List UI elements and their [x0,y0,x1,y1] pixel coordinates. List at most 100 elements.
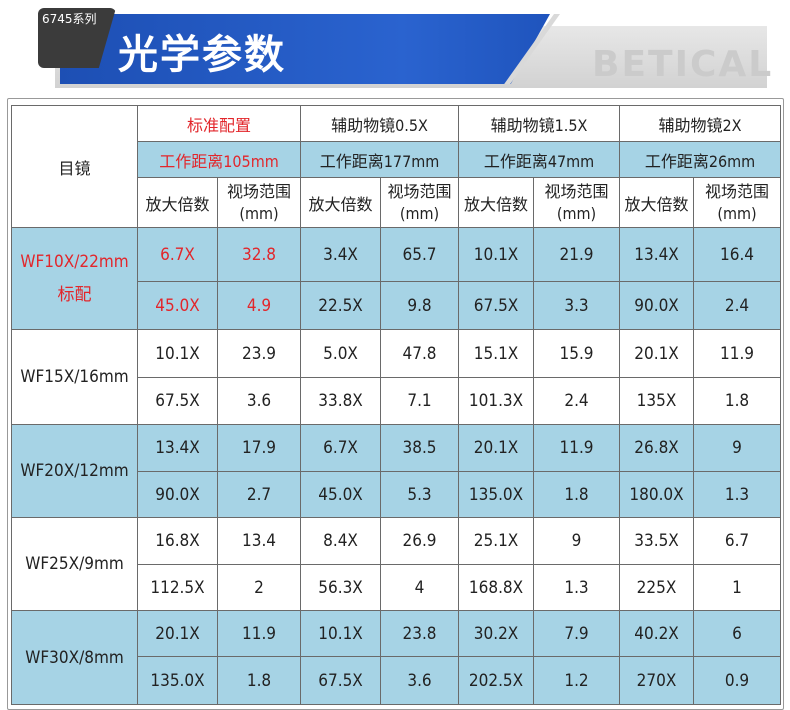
magnification-cell: 45.0X [137,281,218,330]
fov-cell: 3.6 [216,377,302,425]
working-distance: 工作距离105mm [136,141,302,178]
magnification-cell: 25.1X [458,517,535,565]
fov-cell: 2.7 [216,471,302,518]
fov-cell: 9.8 [380,281,460,330]
magnification-cell: 101.3X [458,377,535,425]
magnification-cell: 56.3X [300,564,382,611]
magnification-cell: 33.8X [300,377,382,425]
fov-cell: 1.3 [693,471,782,518]
fov-cell: 4.9 [216,281,302,330]
magnification-cell: 90.0X [619,281,695,330]
magnification-cell: 67.5X [137,377,218,425]
table-body: WF10X/22mm 标配 6.7X 32.8 3.4X 65.7 10.1X 21.9 13.… [11,227,782,705]
fov-cell: 9 [693,424,782,472]
config-name: 辅助物镜2X [619,105,782,142]
fov-cell: 16.4 [693,227,782,282]
eyepiece-note: 标配 [57,285,92,305]
fov-cell: 6 [693,610,782,657]
magnification-cell: 135X [619,377,695,425]
fov-cell: 11.9 [533,424,621,472]
working-distance: 工作距离47mm [458,141,621,178]
table-row: WF30X/8mm 20.1X 11.9 10.1X 23.8 30.2X 7.9 40.2X… [11,610,782,705]
fov-cell: 47.8 [380,329,460,378]
config-name: 辅助物镜0.5X [300,105,460,142]
brand-watermark: BETICAL [592,44,774,85]
config-name: 标准配置 [136,105,302,142]
fov-cell: 1.8 [693,377,782,425]
magnification-header: 放大倍数 [458,177,535,228]
config-name: 辅助物镜1.5X [458,105,621,142]
fov-cell: 23.9 [216,329,302,378]
magnification-cell: 10.1X [300,610,382,657]
fov-header: 视场范围 (mm) [216,177,302,228]
magnification-cell: 202.5X [458,656,535,705]
page-title: 光学参数 [118,32,286,78]
table-row: 135.0X 1.8 67.5X 3.6 202.5X 1.2 270X 0.9 [12,656,782,705]
series-label: 6745系列 [42,12,97,26]
fov-cell: 5.3 [380,471,460,518]
magnification-cell: 40.2X [619,610,695,657]
fov-cell: 21.9 [533,227,621,282]
optics-table-frame: 目镜 标准配置 辅助物镜0.5X 辅助物镜1.5X 辅助物镜2X 工作距离105… [7,98,784,710]
fov-cell: 2.4 [533,377,621,425]
magnification-cell: 270X [619,656,695,705]
working-distance: 工作距离177mm [300,141,460,178]
magnification-cell: 22.5X [300,281,382,330]
magnification-cell: 20.1X [458,424,535,472]
eyepiece-model: WF25X/9mm [25,554,124,574]
magnification-cell: 8.4X [300,517,382,565]
fov-cell: 26.9 [380,517,460,565]
eyepiece-model: WF15X/16mm [20,367,129,387]
magnification-cell: 135.0X [458,471,535,518]
fov-cell: 1.3 [533,564,621,611]
fov-cell: 38.5 [380,424,460,472]
fov-header: 视场范围 (mm) [533,177,621,228]
eyepiece-cell: WF10X/22mm 标配 [11,227,138,330]
fov-cell: 15.9 [533,329,621,378]
magnification-cell: 3.4X [300,227,382,282]
fov-cell: 4 [380,564,460,611]
magnification-cell: 67.5X [300,656,382,705]
fov-cell: 17.9 [216,424,302,472]
magnification-cell: 168.8X [458,564,535,611]
magnification-cell: 13.4X [619,227,695,282]
table-row: WF10X/22mm 标配 6.7X 32.8 3.4X 65.7 10.1X 21.9 13.… [11,227,782,330]
magnification-cell: 16.8X [137,517,218,565]
table-row: WF25X/9mm 16.8X 13.4 8.4X 26.9 25.1X 9 33.5X 6.7 [11,517,782,611]
fov-cell: 11.9 [693,329,782,378]
fov-cell: 1.8 [216,656,302,705]
magnification-header: 放大倍数 [619,177,695,228]
eyepiece-model: WF10X/22mm [20,252,129,272]
magnification-cell: 67.5X [458,281,535,330]
fov-cell: 65.7 [380,227,460,282]
magnification-cell: 5.0X [300,329,382,378]
fov-cell: 1.2 [533,656,621,705]
fov-cell: 7.9 [533,610,621,657]
fov-cell: 2 [216,564,302,611]
eyepiece-cell: WF30X/8mm [11,610,138,705]
magnification-cell: 20.1X [619,329,695,378]
magnification-cell: 20.1X [137,610,218,657]
eyepiece-model: WF30X/8mm [25,647,124,668]
working-distance: 工作距离26mm [619,141,782,178]
table-row: 90.0X 2.7 45.0X 5.3 135.0X 1.8 180.0X 1.3 [12,471,782,518]
subheader-row: 放大倍数 视场范围 (mm) 放大倍数 视场范围 (mm) 放大倍数 视场范围 (mm… [12,177,782,228]
eyepiece-header: 目镜 [11,105,138,228]
eyepiece-model: WF20X/12mm [20,461,129,481]
magnification-cell: 26.8X [619,424,695,472]
magnification-cell: 10.1X [458,227,535,282]
fov-cell: 7.1 [380,377,460,425]
fov-cell: 0.9 [693,656,782,705]
banner-blue-band [60,14,550,84]
magnification-cell: 33.5X [619,517,695,565]
fov-cell: 6.7 [693,517,782,565]
magnification-cell: 45.0X [300,471,382,518]
fov-cell: 1 [693,564,782,611]
magnification-cell: 180.0X [619,471,695,518]
eyepiece-cell: WF20X/12mm [11,424,138,518]
magnification-cell: 30.2X [458,610,535,657]
table-row: WF20X/12mm 13.4X 17.9 6.7X 38.5 20.1X 11.9 26.8… [11,424,782,518]
fov-cell: 9 [533,517,621,565]
magnification-cell: 6.7X [300,424,382,472]
magnification-cell: 90.0X [137,471,218,518]
